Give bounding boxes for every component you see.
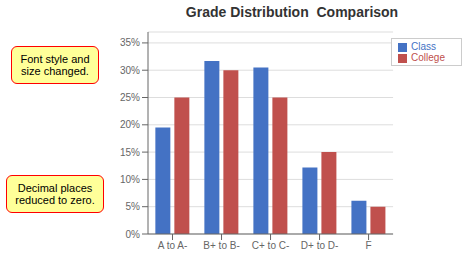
- svg-text:C+ to C-: C+ to C-: [252, 240, 290, 251]
- html-text:Grade Distribution Comparison: Grade Distribution Comparison: [185, 4, 399, 20]
- svg-text:D+ to D-: D+ to D-: [301, 240, 339, 251]
- svg-text:0%: 0%: [126, 229, 141, 240]
- svg-text:10%: 10%: [120, 174, 140, 185]
- svg-text:B+ to B-: B+ to B-: [203, 240, 239, 251]
- html-text:Font style and size changed.: Font style and size changed.: [20, 52, 90, 77]
- svg-text:35%: 35%: [120, 37, 140, 48]
- svg-text:F: F: [366, 240, 372, 251]
- svg-text:5%: 5%: [126, 201, 141, 212]
- html-text:College: College: [411, 52, 445, 63]
- svg-text:25%: 25%: [120, 92, 140, 103]
- html-text:Class: Class: [411, 41, 437, 52]
- svg-text:A to A-: A to A-: [158, 240, 187, 251]
- html-text:Decimal places reduced to zero: Decimal places reduced to zero.: [15, 181, 95, 206]
- svg-text:30%: 30%: [120, 65, 140, 76]
- svg-text:20%: 20%: [120, 119, 140, 130]
- svg-text:15%: 15%: [120, 147, 140, 158]
